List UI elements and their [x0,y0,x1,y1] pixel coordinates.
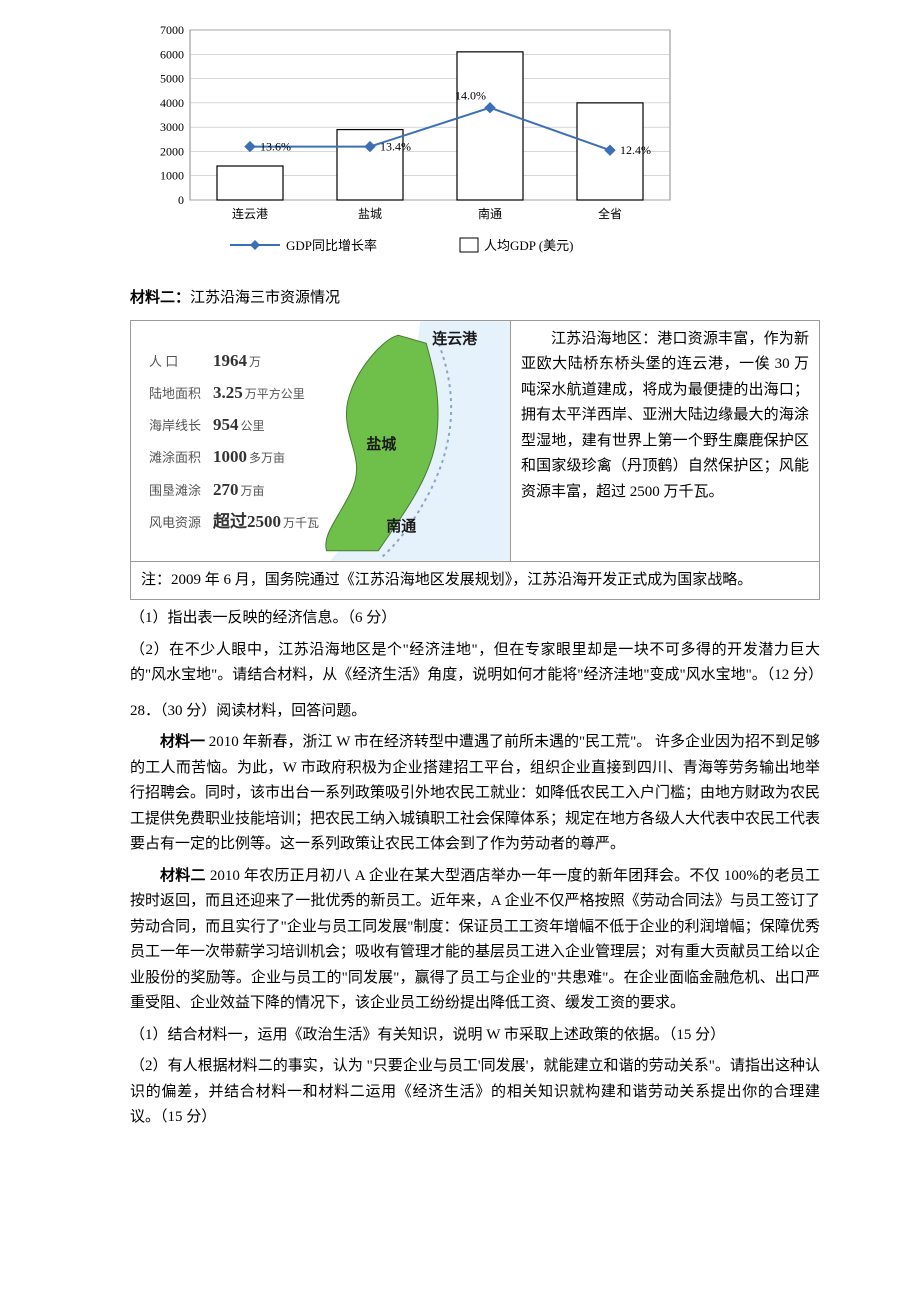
svg-text:2000: 2000 [160,144,184,158]
map-stat-label: 滩涂面积 [149,446,213,471]
map-stat-unit: 万 [249,351,261,374]
svg-text:13.4%: 13.4% [380,140,411,154]
map-stat-row: 围垦滩涂270万亩 [149,474,319,506]
map-stat-value: 3.25 [213,377,243,409]
map-stat-unit: 万亩 [241,480,265,503]
svg-text:13.6%: 13.6% [260,140,291,154]
map-stat-unit: 多万亩 [249,447,285,470]
svg-text:12.4%: 12.4% [620,143,651,157]
m2-label: 材料二 [160,868,206,884]
svg-text:南通: 南通 [478,206,502,221]
map-stat-row: 风电资源超过2500万千瓦 [149,506,319,538]
material1-block: 材料一 2010 年新春，浙江 W 市在经济转型中遭遇了前所未遇的"民工荒"。 … [130,730,820,858]
chart-gdp: 0 1000 2000 3000 4000 5000 6000 7000 连云港 盐城 南通 全省 13… [130,20,690,270]
q28-2: （2）有人根据材料二的事实，认为 "只要企业与员工'同发展'，就能建立和谐的劳动… [130,1054,820,1131]
q28-head: 28．（30 分）阅读材料，回答问题。 [130,699,820,725]
svg-text:6000: 6000 [160,47,184,61]
map-stat-value: 1964 [213,345,247,377]
q1-1: （1）指出表一反映的经济信息。（6 分） [130,606,820,632]
map-stat-row: 陆地面积3.25万平方公里 [149,377,319,409]
svg-text:4000: 4000 [160,96,184,110]
map-stat-unit: 万千瓦 [283,512,319,535]
map-stat-value: 1000 [213,441,247,473]
svg-text:5000: 5000 [160,72,184,86]
map-stat-row: 海岸线长954公里 [149,409,319,441]
map-stat-unit: 万平方公里 [245,383,305,406]
material2-title: 江苏沿海三市资源情况 [190,290,340,306]
info-text: 江苏沿海地区：港口资源丰富，作为新亚欧大陆桥东桥头堡的连云港，一俟 30 万吨深… [521,327,809,506]
map-stat-label: 围垦滩涂 [149,479,213,504]
svg-text:盐城: 盐城 [358,207,382,221]
svg-text:全省: 全省 [598,206,622,221]
svg-text:1000: 1000 [160,169,184,183]
map-stat-value: 超过2500 [213,506,281,538]
q28-1: （1）结合材料一，运用《政治生活》有关知识，说明 W 市采取上述政策的依据。（1… [130,1023,820,1049]
material2-heading: 材料二：江苏沿海三市资源情况 [130,286,820,312]
svg-text:连云港: 连云港 [232,206,268,221]
note-text: 注：2009 年 6 月，国务院通过《江苏沿海地区发展规划》，江苏沿海开发正式成… [141,572,752,588]
svg-text:14.0%: 14.0% [455,89,486,103]
m1-body: 2010 年新春，浙江 W 市在经济转型中遭遇了前所未遇的"民工荒"。 许多企业… [130,734,820,852]
map-info-row: 连云港盐城南通 人 口1964万陆地面积3.25万平方公里海岸线长954公里滩涂… [130,320,820,562]
map-stats-list: 人 口1964万陆地面积3.25万平方公里海岸线长954公里滩涂面积1000多万… [149,345,319,539]
chart-gdp-svg: 0 1000 2000 3000 4000 5000 6000 7000 连云港 盐城 南通 全省 13… [130,20,690,270]
map-stat-label: 陆地面积 [149,382,213,407]
material2b-block: 材料二 2010 年农历正月初八 A 企业在某大型酒店举办一年一度的新年团拜会。… [130,864,820,1017]
info-paragraph: 江苏沿海地区：港口资源丰富，作为新亚欧大陆桥东桥头堡的连云港，一俟 30 万吨深… [511,321,819,561]
map-stat-label: 风电资源 [149,511,213,536]
material2-label: 材料二： [130,290,190,306]
map-stat-label: 人 口 [149,350,213,375]
map-stat-row: 人 口1964万 [149,345,319,377]
m1-label: 材料一 [160,734,205,750]
svg-text:盐城: 盐城 [366,434,396,452]
svg-text:连云港: 连云港 [432,329,478,347]
svg-text:0: 0 [178,193,184,207]
svg-text:3000: 3000 [160,120,184,134]
q1-2: （2）在不少人眼中，江苏沿海地区是个"经济洼地"，但在专家眼里却是一块不可多得的… [130,638,820,689]
map-stat-value: 270 [213,474,239,506]
map-stat-label: 海岸线长 [149,414,213,439]
svg-text:人均GDP (美元): 人均GDP (美元) [484,238,573,253]
svg-text:南通: 南通 [386,516,416,534]
map-stat-row: 滩涂面积1000多万亩 [149,441,319,473]
m2-body: 2010 年农历正月初八 A 企业在某大型酒店举办一年一度的新年团拜会。不仅 1… [130,868,820,1012]
map-stat-value: 954 [213,409,239,441]
svg-text:7000: 7000 [160,23,184,37]
svg-text:GDP同比增长率: GDP同比增长率 [286,238,377,253]
note-row: 注：2009 年 6 月，国务院通过《江苏沿海地区发展规划》，江苏沿海开发正式成… [130,562,820,601]
map-stat-unit: 公里 [241,415,265,438]
map-cell: 连云港盐城南通 人 口1964万陆地面积3.25万平方公里海岸线长954公里滩涂… [131,321,511,561]
